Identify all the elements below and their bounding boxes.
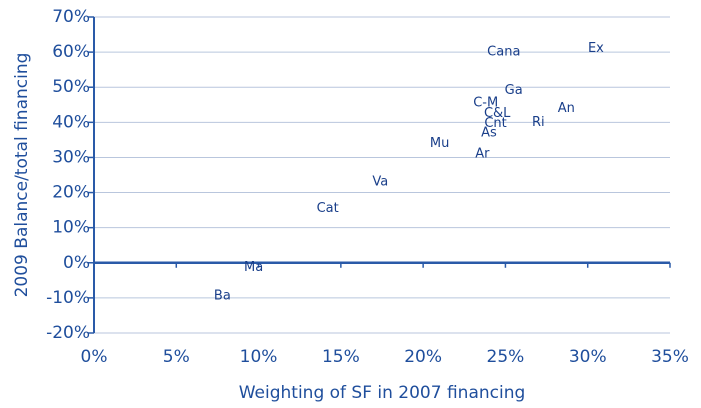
x-tick-label: 5% (163, 347, 190, 367)
y-tick-label: 20% (52, 183, 90, 203)
y-tick-label: 40% (52, 112, 90, 132)
y-tick-label: 30% (52, 147, 90, 167)
x-tick-label: 0% (81, 347, 108, 367)
point-label: Mu (430, 136, 449, 151)
x-tick-label: 35% (651, 347, 689, 367)
point-label: Cana (487, 45, 520, 60)
point-label: Ri (532, 115, 545, 130)
x-tick-label: 25% (487, 347, 525, 367)
x-tick-label: 20% (404, 347, 442, 367)
point-label: Ga (505, 83, 523, 98)
y-tick-label: -20% (46, 323, 90, 343)
point-label: Cnt (484, 116, 506, 131)
y-tick-label: 70% (52, 7, 90, 27)
y-tick-label: 50% (52, 77, 90, 97)
x-tick-label: 15% (322, 347, 360, 367)
y-tick-label: 0% (63, 253, 90, 273)
point-label: Ma (244, 260, 263, 275)
x-tick-label: 10% (240, 347, 278, 367)
y-tick-label: 60% (52, 42, 90, 62)
x-axis-title: Weighting of SF in 2007 financing (239, 383, 526, 403)
y-tick-label: 10% (52, 218, 90, 238)
point-label: C-M (473, 96, 498, 111)
point-label: C&L (484, 106, 511, 121)
point-label: An (558, 101, 575, 116)
point-label: Ba (214, 288, 231, 303)
point-label: Ar (475, 146, 490, 161)
point-label: As (481, 125, 497, 140)
point-label: Cat (317, 201, 339, 216)
y-tick-label: -10% (46, 288, 90, 308)
point-label: Ex (588, 41, 604, 56)
x-tick-label: 30% (569, 347, 607, 367)
point-label: Va (372, 175, 388, 190)
y-axis-title: 2009 Balance/total financing (12, 53, 32, 298)
